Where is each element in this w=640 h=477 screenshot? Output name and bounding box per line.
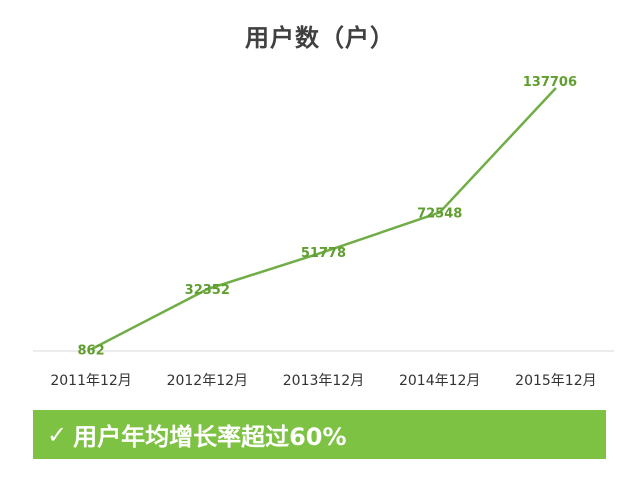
- x-tick-label: 2011年12月: [50, 373, 131, 389]
- data-label: 51778: [301, 246, 346, 261]
- growth-banner: ✓ 用户年均增长率超过60%: [33, 410, 606, 459]
- data-label: 32352: [185, 283, 230, 298]
- data-label: 72548: [417, 206, 462, 221]
- series-layer: [90, 87, 557, 351]
- data-label: 862: [78, 343, 105, 358]
- x-tick-layer: 2011年12月 2012年12月 2013年12月 2014年12月 2015年12月: [50, 373, 596, 389]
- x-tick-label: 2015年12月: [515, 373, 596, 389]
- data-label-layer: 862 32352 51778 72548 137706: [78, 75, 578, 358]
- chart-title: 用户数（户）: [245, 24, 395, 52]
- x-tick-label: 2014年12月: [399, 373, 480, 389]
- x-tick-label: 2013年12月: [283, 373, 364, 389]
- x-tick-label: 2012年12月: [167, 373, 248, 389]
- line-chart: 862 32352 51778 72548 137706 2011年12月 2012年12…: [33, 75, 614, 389]
- data-label: 137706: [523, 75, 577, 90]
- series-line: [90, 87, 557, 351]
- check-icon: ✓: [47, 420, 68, 449]
- banner-text: 用户年均增长率超过60%: [73, 423, 347, 451]
